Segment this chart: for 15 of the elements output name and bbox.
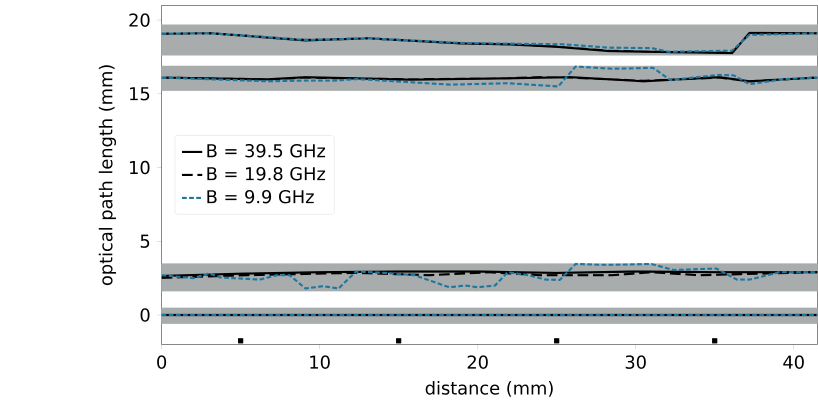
legend-label: B = 19.8 GHz	[207, 167, 326, 181]
x-tick-label: 40	[783, 356, 804, 369]
legend-label: B = 39.5 GHz	[207, 144, 326, 158]
legend-label: B = 9.9 GHz	[207, 190, 314, 204]
x-tick-label: 30	[626, 356, 646, 369]
y-tick-label: 10	[130, 160, 150, 174]
y-tick-label: 5	[140, 234, 150, 248]
x-tick-label: 0	[157, 356, 166, 369]
y-axis-title: optical path length (mm)	[98, 65, 116, 286]
y-tick-label: 0	[140, 308, 150, 322]
y-tick-label: 15	[130, 87, 150, 101]
x-tick-label: 10	[310, 356, 330, 369]
y-tick-label: 20	[129, 13, 150, 27]
x-axis-title: distance (mm)	[426, 381, 553, 397]
x-tick-label: 20	[468, 356, 488, 369]
